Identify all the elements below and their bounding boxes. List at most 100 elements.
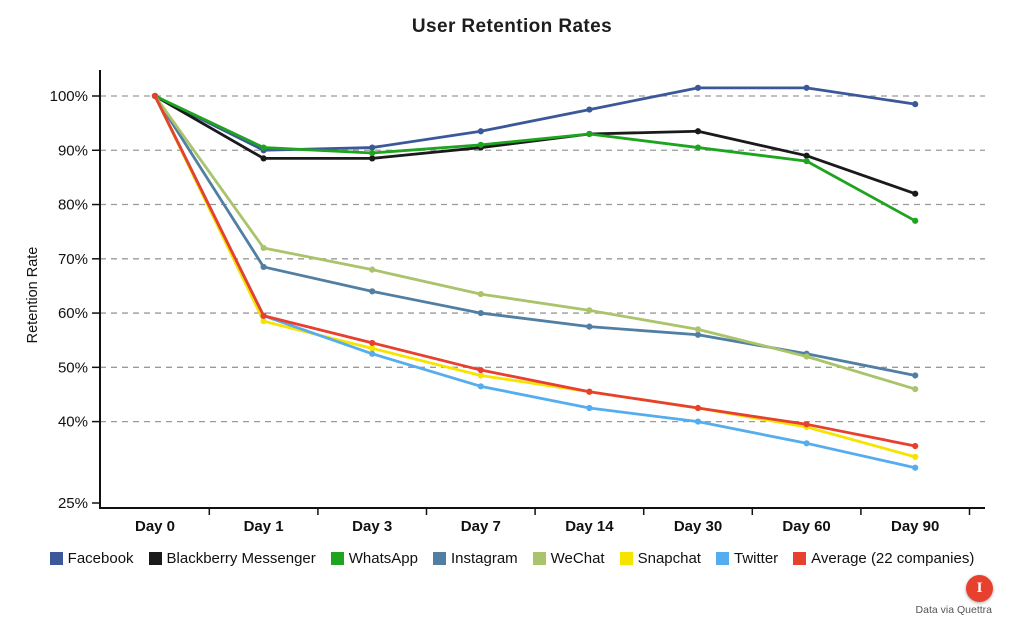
- series-point-twitter: [477, 383, 484, 390]
- x-tick-label: Day 1: [244, 518, 284, 535]
- series-point-average-22-companies: [803, 421, 810, 428]
- series-point-snapchat: [369, 345, 376, 352]
- series-point-blackberry-messenger: [694, 128, 702, 135]
- brand-logo-letter: I: [976, 580, 983, 596]
- series-point-facebook: [369, 144, 376, 151]
- x-tick-label: Day 14: [565, 518, 614, 535]
- series-point-facebook: [586, 106, 593, 113]
- legend-label-snapchat: Snapchat: [637, 550, 701, 567]
- data-credit: Data via Quettra: [915, 604, 992, 616]
- series-line-twitter: [153, 94, 917, 470]
- retention-line-chart: 100% 90% 80% 70% 60% 50% 40% 25% Day 0 Day 1 Day 3…: [50, 70, 985, 535]
- brand-logo[interactable]: I: [966, 575, 993, 602]
- series-point-blackberry-messenger: [912, 190, 919, 197]
- series-point-average-22-companies: [694, 404, 702, 412]
- y-tick-label: 80%: [58, 197, 88, 214]
- series-point-wechat: [912, 385, 919, 393]
- series-line-instagram: [153, 94, 917, 377]
- series-point-snapchat: [912, 453, 919, 460]
- series-point-twitter: [369, 350, 376, 357]
- y-tick-label: 60%: [58, 305, 88, 322]
- series-point-average-22-companies: [260, 312, 267, 319]
- y-tick-label: 70%: [58, 251, 88, 268]
- legend-label-wechat: WeChat: [550, 550, 605, 567]
- x-tick-label: Day 7: [461, 518, 501, 535]
- legend-item-instagram: Instagram: [432, 550, 518, 567]
- y-tick-label: 40%: [58, 414, 88, 431]
- series-point-whatsapp: [369, 149, 376, 157]
- legend-item-average-22-companies: Average (22 companies): [793, 550, 974, 567]
- y-tick-label: 25%: [58, 495, 88, 512]
- series-point-blackberry-messenger: [803, 152, 810, 159]
- series-point-average-22-companies: [369, 339, 376, 347]
- series-point-twitter: [912, 464, 919, 471]
- legend-swatch-blackberry-messenger: [148, 552, 162, 565]
- series-point-instagram: [586, 323, 593, 330]
- legend-label-whatsapp: WhatsApp: [348, 550, 418, 567]
- legend-swatch-snapchat: [619, 552, 633, 565]
- legend-label-blackberry-messenger: Blackberry Messenger: [166, 550, 316, 567]
- series-line-snapchat: [153, 94, 917, 459]
- series-point-whatsapp: [694, 144, 702, 151]
- series-line-blackberry-messenger: [153, 94, 917, 196]
- chart-title: User Retention Rates: [411, 16, 613, 37]
- series-point-instagram: [912, 372, 919, 379]
- x-tick-label: Day 90: [891, 518, 939, 535]
- series-point-twitter: [803, 440, 810, 447]
- series-point-average-22-companies: [151, 92, 159, 100]
- series-point-facebook: [694, 84, 702, 91]
- series-line-wechat: [153, 94, 917, 391]
- series-point-instagram: [694, 331, 702, 338]
- series-line-whatsapp: [153, 94, 917, 223]
- legend-swatch-whatsapp: [330, 552, 344, 565]
- series-point-average-22-companies: [477, 366, 484, 374]
- series-point-whatsapp: [912, 217, 919, 224]
- series-point-whatsapp: [260, 144, 267, 151]
- y-tick-label: 50%: [58, 359, 88, 376]
- legend-item-wechat: WeChat: [532, 550, 605, 567]
- series-point-whatsapp: [586, 130, 593, 138]
- series-point-instagram: [477, 309, 484, 317]
- legend-item-blackberry-messenger: Blackberry Messenger: [148, 550, 316, 567]
- y-tick-label: 100%: [50, 88, 88, 105]
- legend-item-snapchat: Snapchat: [619, 550, 701, 567]
- series-point-whatsapp: [477, 141, 484, 148]
- series-point-wechat: [369, 266, 376, 273]
- x-tick-label: Day 0: [135, 518, 175, 535]
- series-point-instagram: [369, 288, 376, 295]
- legend-swatch-wechat: [532, 552, 546, 565]
- legend-item-twitter: Twitter: [715, 550, 779, 567]
- y-tick-label: 90%: [58, 142, 88, 159]
- series-point-snapchat: [260, 318, 267, 325]
- x-tick-label: Day 30: [674, 518, 722, 535]
- x-tick-label: Day 3: [352, 518, 392, 535]
- legend-swatch-instagram: [432, 552, 446, 565]
- series-point-instagram: [260, 263, 267, 271]
- legend-label-facebook: Facebook: [67, 550, 134, 567]
- series-point-twitter: [586, 404, 593, 412]
- series-point-twitter: [694, 418, 702, 425]
- legend-swatch-facebook: [49, 552, 63, 565]
- legend-item-facebook: Facebook: [49, 550, 134, 567]
- legend-swatch-twitter: [715, 552, 729, 565]
- legend: Facebook Blackberry Messenger WhatsApp Inst…: [0, 550, 1024, 567]
- series-point-average-22-companies: [912, 442, 919, 450]
- legend-label-average-22-companies: Average (22 companies): [811, 550, 975, 567]
- legend-label-instagram: Instagram: [450, 550, 518, 567]
- legend-item-whatsapp: WhatsApp: [330, 550, 418, 567]
- series-point-facebook: [912, 101, 919, 108]
- series-point-facebook: [477, 128, 484, 135]
- series-point-wechat: [477, 290, 484, 298]
- series-point-average-22-companies: [586, 388, 593, 395]
- series-point-wechat: [694, 326, 702, 333]
- series-point-facebook: [803, 84, 810, 91]
- series-point-wechat: [803, 353, 810, 360]
- series-point-blackberry-messenger: [260, 155, 267, 162]
- legend-swatch-average-22-companies: [793, 552, 807, 565]
- series-point-wechat: [260, 244, 267, 252]
- series-line-average-22-companies: [153, 94, 917, 448]
- series-point-wechat: [586, 307, 593, 314]
- series-point-whatsapp: [803, 158, 810, 165]
- series-point-snapchat: [477, 372, 484, 379]
- legend-label-twitter: Twitter: [733, 550, 779, 567]
